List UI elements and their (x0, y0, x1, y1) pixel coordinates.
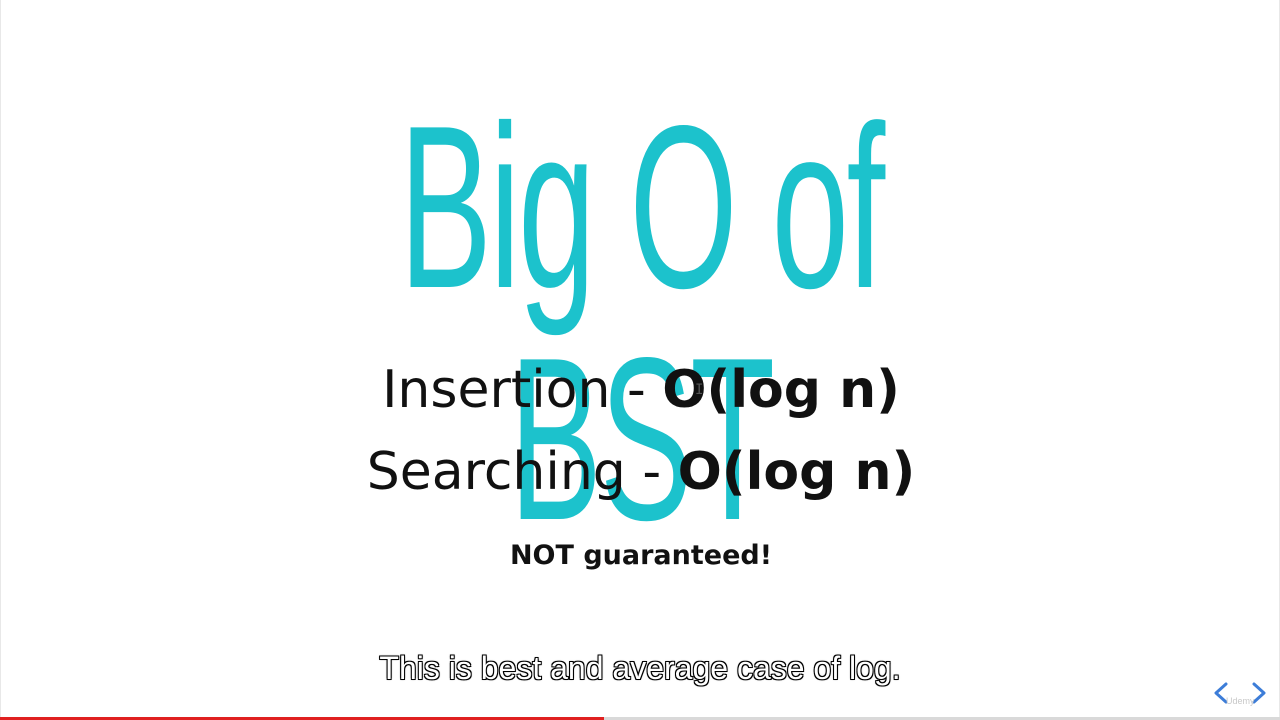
searching-label: Searching - (366, 442, 678, 502)
insertion-label: Insertion - (382, 360, 663, 420)
searching-complexity: O(log n) (677, 442, 916, 502)
previous-lecture-button[interactable] (1208, 678, 1234, 708)
insertion-line: Insertion - O(log n) (1, 364, 1280, 416)
insertion-complexity: O(log n) (662, 360, 900, 420)
slide-title: Big O of BST (399, 78, 885, 569)
next-lecture-button[interactable] (1246, 678, 1272, 708)
udemy-watermark: Udemy (1226, 696, 1255, 706)
progress-bar[interactable] (0, 717, 1280, 720)
searching-line: Searching - O(log n) (1, 446, 1280, 498)
chevron-left-icon (1214, 682, 1228, 704)
subtitle-caption: This is best and average case of log. (379, 649, 902, 687)
text-cursor-icon: I (695, 382, 704, 398)
chevron-right-icon (1252, 682, 1266, 704)
slide-note: NOT guaranteed! (509, 540, 773, 571)
progress-bar-fill (0, 717, 605, 720)
